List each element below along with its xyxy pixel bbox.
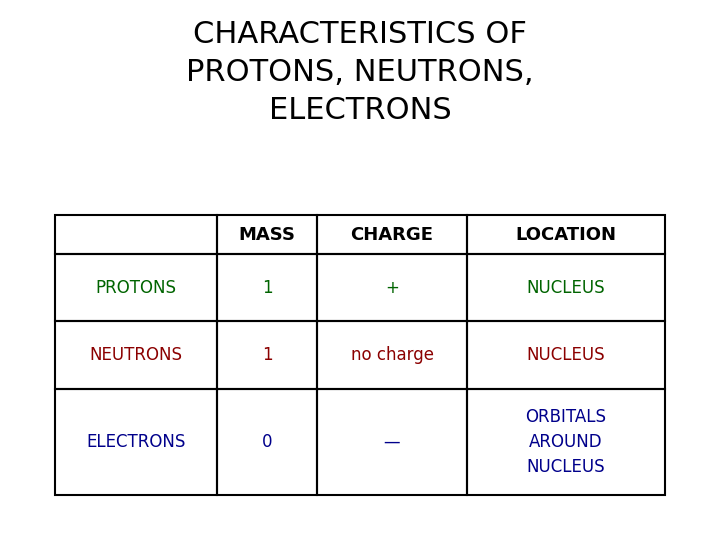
Text: CHARACTERISTICS OF
PROTONS, NEUTRONS,
ELECTRONS: CHARACTERISTICS OF PROTONS, NEUTRONS, EL…: [186, 20, 534, 125]
Bar: [318, 389, 467, 495]
Text: MASS: MASS: [238, 226, 295, 244]
Bar: [318, 254, 467, 321]
Text: 1: 1: [261, 346, 272, 364]
Bar: [217, 321, 318, 389]
Text: no charge: no charge: [351, 346, 433, 364]
Bar: [55, 389, 217, 495]
Text: PROTONS: PROTONS: [95, 279, 176, 297]
Bar: [318, 215, 467, 254]
Bar: [318, 321, 467, 389]
Text: LOCATION: LOCATION: [516, 226, 616, 244]
Bar: [467, 254, 665, 321]
Bar: [217, 254, 318, 321]
Text: NUCLEUS: NUCLEUS: [526, 279, 606, 297]
Text: 0: 0: [262, 433, 272, 451]
Bar: [467, 321, 665, 389]
Bar: [55, 215, 217, 254]
Bar: [217, 389, 318, 495]
Bar: [217, 215, 318, 254]
Text: NEUTRONS: NEUTRONS: [89, 346, 182, 364]
Text: 1: 1: [261, 279, 272, 297]
Text: ORBITALS
AROUND
NUCLEUS: ORBITALS AROUND NUCLEUS: [526, 408, 606, 476]
Text: ELECTRONS: ELECTRONS: [86, 433, 186, 451]
Bar: [467, 215, 665, 254]
Bar: [55, 254, 217, 321]
Text: NUCLEUS: NUCLEUS: [526, 346, 606, 364]
Bar: [55, 321, 217, 389]
Text: +: +: [385, 279, 399, 297]
Bar: [467, 389, 665, 495]
Text: CHARGE: CHARGE: [351, 226, 433, 244]
Text: —: —: [384, 433, 400, 451]
